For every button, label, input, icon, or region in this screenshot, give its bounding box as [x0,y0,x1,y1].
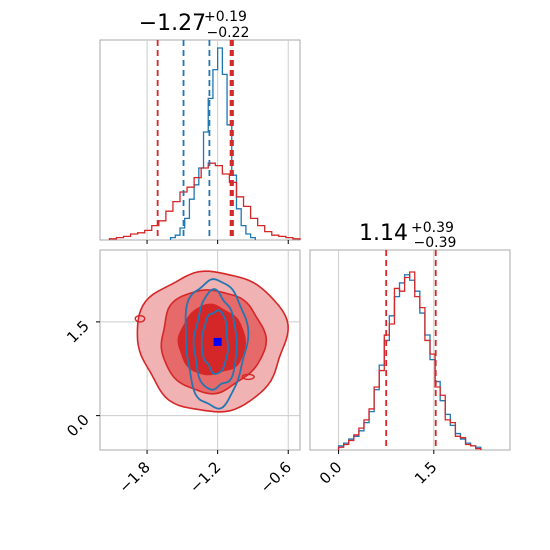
hist-y-series-0 [337,274,482,450]
hist-y-title-sup: +0.39 [411,220,454,236]
hist-x-title-main: −1.27 [139,11,206,36]
hist-x-panel: −1.27 +0.19 −0.22 [99,6,301,244]
contour-xtick-label-2: −0.6 [257,458,295,496]
hist-y-frame [309,249,511,451]
hist-y-tick-label-0: 0.0 [316,458,346,488]
red-contour-outlier-1 [241,373,255,381]
hist-x-series-0 [169,47,256,240]
blue-contour-0 [184,278,250,410]
contour-frame [99,249,301,451]
hist-x-title: −1.27 +0.19 −0.22 [139,6,252,41]
hist-y-title-sub: −0.39 [414,235,457,251]
hist-y-title: 1.14 +0.39 −0.39 [359,217,459,251]
marker-1 [203,338,212,347]
hist-y-panel: 1.14 +0.39 −0.39 0.0 1.5 [309,217,511,488]
hist-y-series-1 [337,271,482,450]
hist-x-title-sup: +0.19 [204,9,247,25]
contour-ytick-label-0: 0.0 [63,411,93,441]
red-contour-outlier-0 [134,314,146,323]
hist-x-title-sub: −0.22 [207,25,250,41]
contour-xtick-label-1: −1.2 [186,458,224,496]
blue-contour-1 [192,288,238,391]
hist-x-series-1 [108,162,301,240]
hist-x-frame [99,39,301,241]
blue-contour-2 [200,309,230,375]
hist-y-title-main: 1.14 [359,221,408,246]
marker-0 [213,337,222,346]
hist-y-tick-label-1: 1.5 [411,458,441,488]
contour-xtick-label-0: −1.8 [115,458,153,496]
contour-ytick-label-1: 1.5 [63,317,93,347]
contour-panel: −1.8 −1.2 −0.6 0.0 1.5 [63,249,301,497]
